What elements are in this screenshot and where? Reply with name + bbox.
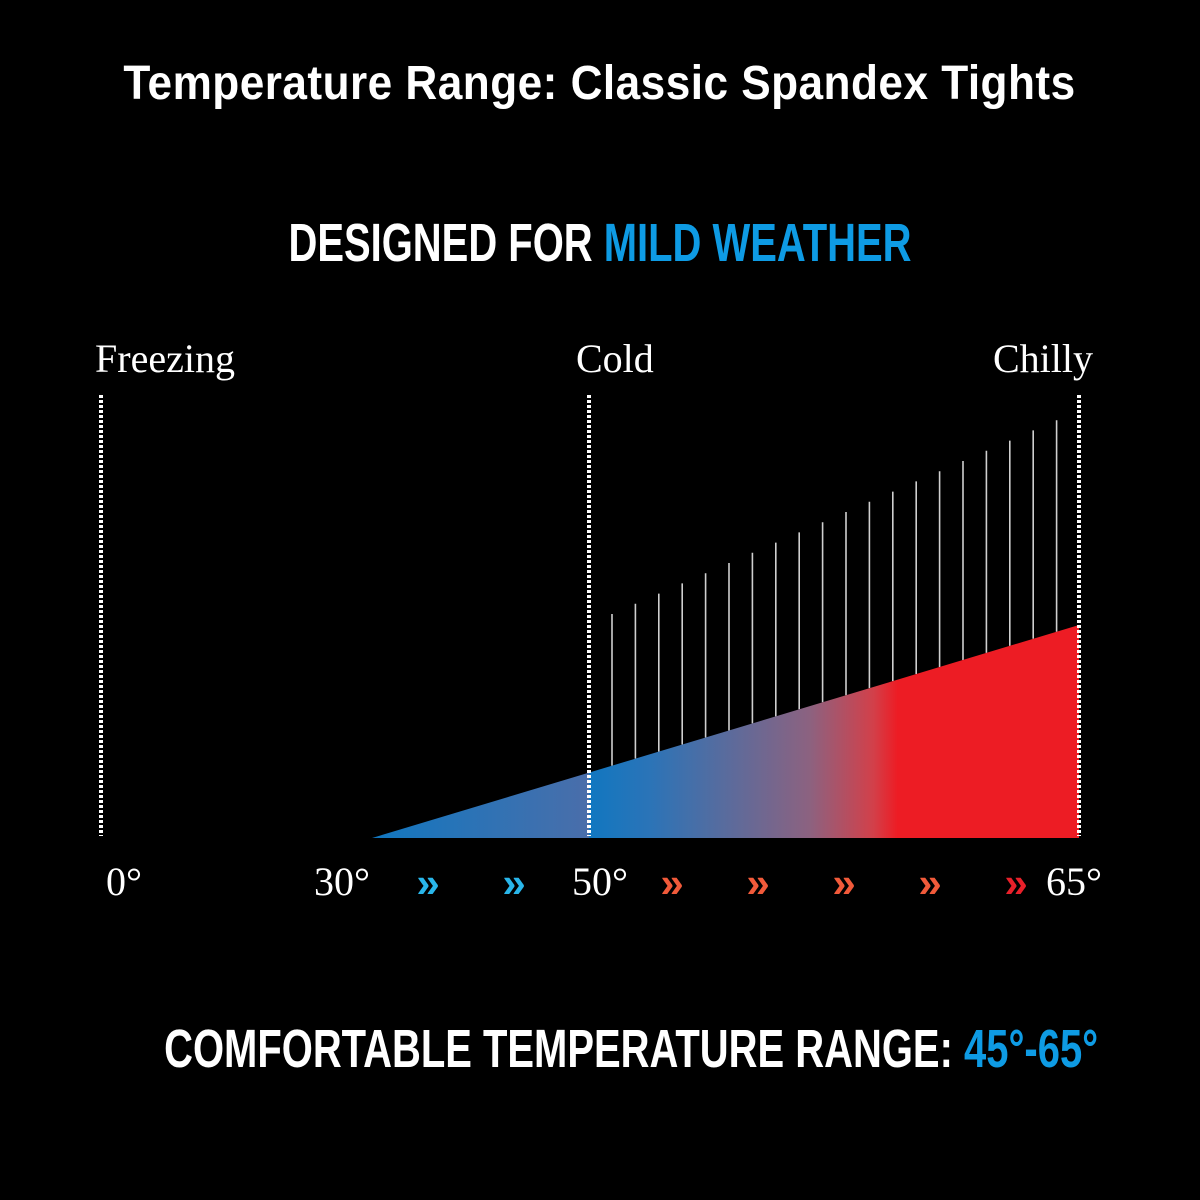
comfort-range-value: 45°-65° [963,1019,1099,1079]
chevron-icon: » [1004,859,1027,906]
headline-highlight: MILD WEATHER [603,213,912,273]
chevron-icon: » [502,859,525,906]
tick-label-50: 50° [572,859,628,904]
tick-label-0: 0° [106,859,142,904]
chevron-icon: » [832,859,855,906]
chevron-icon: » [746,859,769,906]
tick-label-30: 30° [314,859,370,904]
hatch-lines [611,420,1058,766]
area-mild-segment [589,625,1079,838]
chevrons: » » » » » » » [416,859,1027,906]
tick-label-65: 65° [1046,859,1102,904]
page-title: Temperature Range: Classic Spandex Tight… [0,56,1200,111]
area-cold-segment [372,772,589,838]
chevron-icon: » [660,859,683,906]
chevron-icon: » [416,859,439,906]
headline-prefix: DESIGNED FOR [288,213,604,273]
zone-label-freezing: Freezing [95,336,235,381]
chevron-icon: » [918,859,941,906]
zone-label-cold: Cold [576,336,654,381]
zone-label-chilly: Chilly [993,336,1093,381]
comfort-range-caption: COMFORTABLE TEMPERATURE RANGE: 45°-65° [0,1018,1200,1080]
title-text: Temperature Range: Classic Spandex Tight… [123,57,1077,110]
headline: DESIGNED FOR MILD WEATHER [0,212,1200,274]
comfort-range-prefix: COMFORTABLE TEMPERATURE RANGE: [164,1019,964,1079]
